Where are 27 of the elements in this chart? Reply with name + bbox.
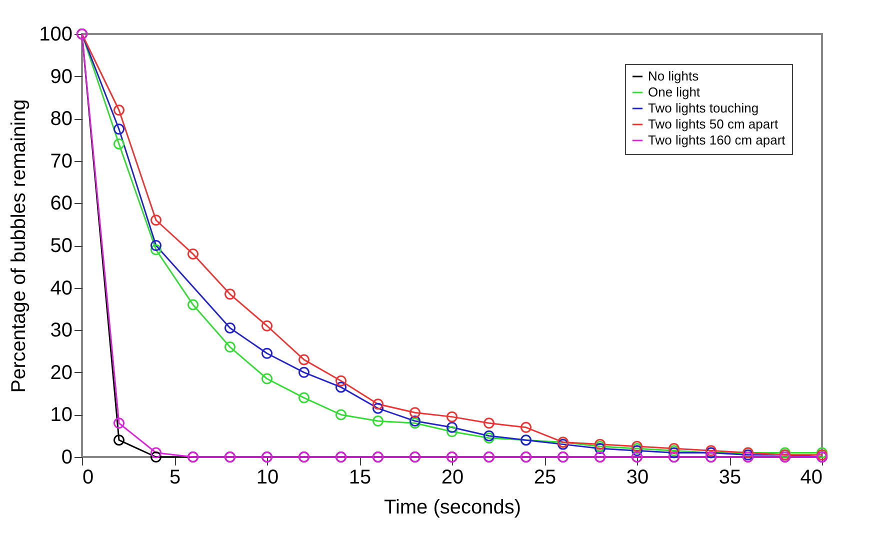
y-axis-title: Percentage of bubbles remaining [8, 99, 30, 393]
y-tick-label: 30 [50, 320, 72, 342]
legend-label: Two lights 50 cm apart [648, 116, 778, 132]
y-tick-label: 10 [50, 404, 72, 426]
x-tick-label: 15 [348, 466, 372, 488]
y-tick-label: 20 [50, 362, 72, 384]
y-tick-label: 0 [61, 446, 72, 468]
legend-label: One light [648, 84, 700, 100]
x-tick-label: 20 [441, 466, 464, 488]
x-axis-title: Time (seconds) [384, 496, 522, 518]
y-tick-label: 50 [50, 235, 72, 257]
x-tick-label: 5 [169, 466, 181, 488]
y-tick-label: 60 [50, 192, 72, 215]
legend-label: No lights [648, 68, 700, 84]
x-tick-label: 35 [718, 466, 742, 488]
x-tick-label: 30 [626, 466, 649, 488]
y-tick-label: 90 [50, 66, 72, 88]
x-tick-label: 10 [256, 466, 279, 488]
y-tick-label: 80 [50, 108, 72, 130]
y-tick-label: 100 [39, 24, 72, 46]
x-tick-label: 0 [82, 466, 94, 488]
y-tick-label: 70 [50, 150, 72, 172]
x-tick-label: 40 [800, 466, 822, 488]
y-tick-label: 40 [50, 277, 72, 300]
x-tick-label: 25 [534, 466, 556, 488]
legend-label: Two lights 160 cm apart [648, 132, 786, 148]
legend-label: Two lights touching [648, 100, 759, 116]
